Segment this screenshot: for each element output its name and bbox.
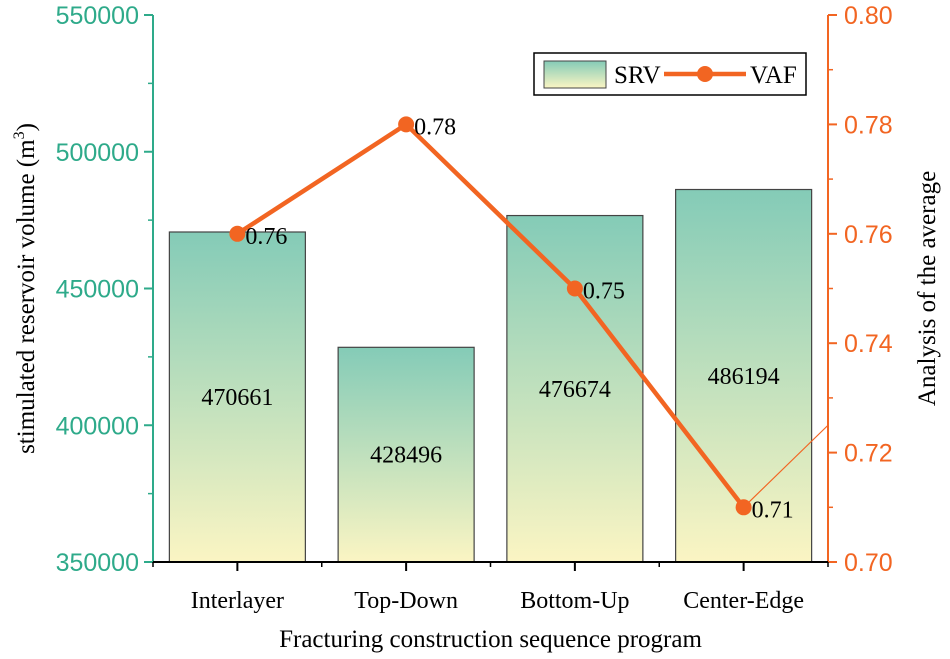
legend-vaf-marker xyxy=(697,66,713,82)
legend-srv-label: SRV xyxy=(614,62,661,89)
vaf-point-2 xyxy=(398,116,415,133)
data-labels: 470661 428496 476674 486194 0.76 0.78 0.75 0.71 xyxy=(201,114,793,523)
axes: 350000 400000 450000 500000 550000 0.70 0.72 0.… xyxy=(56,2,893,614)
x-axis-title: Fracturing construction sequence program xyxy=(279,626,702,653)
x-tick-label-center-edge: Center-Edge xyxy=(683,588,804,614)
left-tick-label: 400000 xyxy=(56,412,139,440)
srv-bars xyxy=(168,188,813,563)
srv-value-label-4: 486194 xyxy=(708,364,780,390)
vaf-line-series xyxy=(229,116,829,516)
annotation-leader-line xyxy=(743,424,829,508)
vaf-point-4 xyxy=(735,499,752,516)
srv-bar-bottom-up xyxy=(506,214,644,563)
legend-vaf-label: VAF xyxy=(750,62,797,89)
srv-bar-top-down xyxy=(337,346,475,563)
srv-value-label-2: 428496 xyxy=(370,443,442,469)
right-y-axis-title: Analysis of the average xyxy=(914,171,941,406)
vaf-point-3 xyxy=(566,280,583,297)
vaf-value-label-4: 0.71 xyxy=(752,497,794,523)
x-tick-label-bottom-up: Bottom-Up xyxy=(520,588,629,614)
axis-titles: Fracturing construction sequence program… xyxy=(11,123,941,653)
legend: SRV VAF xyxy=(533,52,807,96)
x-tick-label-top-down: Top-Down xyxy=(354,588,458,614)
legend-srv-swatch xyxy=(543,60,607,89)
srv-value-label-3: 476674 xyxy=(539,377,611,403)
right-tick-label: 0.76 xyxy=(844,221,893,249)
vaf-value-label-3: 0.75 xyxy=(583,279,625,305)
left-y-axis-title: stimulated reservoir volume (m3) xyxy=(11,123,40,454)
srv-value-label-1: 470661 xyxy=(201,385,273,411)
right-tick-label: 0.74 xyxy=(844,330,893,358)
vaf-value-label-1: 0.76 xyxy=(245,224,287,250)
left-tick-label: 500000 xyxy=(56,139,139,167)
vaf-line xyxy=(236,122,746,509)
left-tick-label: 350000 xyxy=(56,549,139,577)
srv-bar-interlayer xyxy=(168,231,306,563)
right-tick-label: 0.78 xyxy=(844,111,893,139)
right-tick-label: 0.80 xyxy=(844,2,893,30)
right-tick-label: 0.72 xyxy=(844,440,893,468)
left-y-axis-title-main: stimulated reservoir volume (m xyxy=(13,139,40,454)
right-tick-label: 0.70 xyxy=(844,549,893,577)
vaf-value-label-2: 0.78 xyxy=(414,114,456,140)
left-tick-label: 550000 xyxy=(56,2,139,30)
left-y-axis-title-close: ) xyxy=(13,123,40,131)
vaf-point-1 xyxy=(229,225,246,242)
left-y-axis-title-sup: 3 xyxy=(11,131,28,139)
x-tick-label-interlayer: Interlayer xyxy=(191,588,284,614)
left-tick-label: 450000 xyxy=(56,276,139,304)
